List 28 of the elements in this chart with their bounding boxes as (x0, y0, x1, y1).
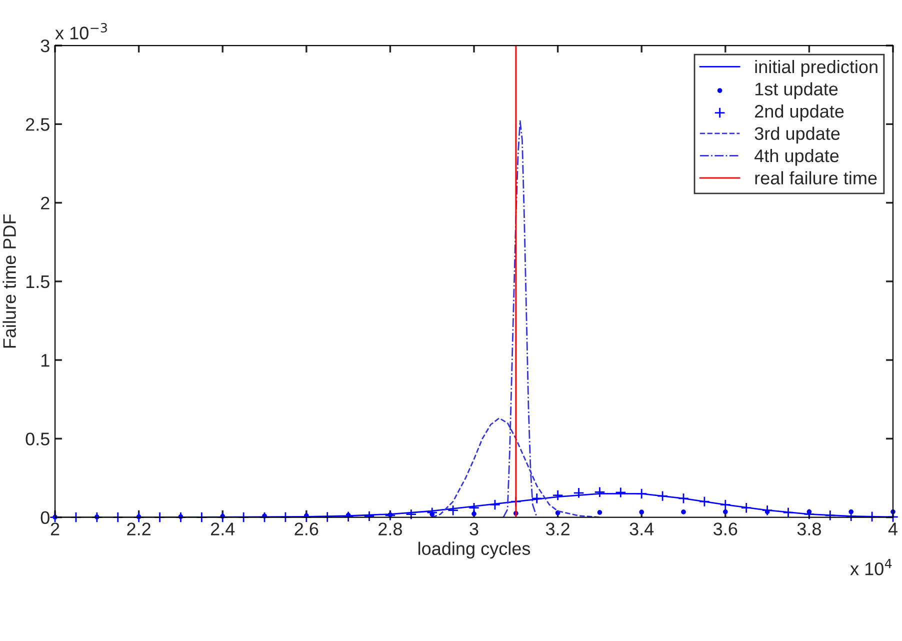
y-axis-title: Failure time PDF (2, 214, 16, 348)
y-tick-label: 2 (41, 196, 50, 210)
x-tick-label: 3.8 (797, 522, 821, 536)
x-tick-label: 4 (888, 522, 898, 536)
legend-label: 4th update (754, 148, 839, 166)
x-tick-label: 3.4 (630, 522, 654, 536)
x-tick-label: 2.8 (378, 522, 402, 536)
x-axis-title: loading cycles (418, 542, 530, 559)
y-tick-label: 3 (40, 39, 50, 52)
y-tick-label: 0.5 (26, 432, 50, 446)
legend-label: real failure time (755, 171, 877, 184)
x-tick-label: 2.2 (127, 522, 150, 536)
x-tick-label: 2 (50, 522, 60, 536)
y-tick-label: 2.5 (26, 118, 50, 131)
x-tick-label: 2.4 (210, 522, 235, 536)
legend-label: 1st update (755, 82, 838, 100)
y-tick-label: 0 (40, 511, 50, 524)
text: x 10$^{−3}$ (55, 22, 107, 40)
legend-label: initial prediction (755, 60, 878, 77)
y-tick-label: 1 (41, 354, 50, 367)
text: x 10$^{4}$ (850, 558, 892, 576)
legend-label: 3rd update (754, 126, 840, 144)
x-tick-label: 3.6 (714, 522, 738, 536)
x-tick-label: 3 (470, 522, 478, 536)
x-tick-label: 3.2 (546, 522, 570, 536)
legend-label: 2nd update (755, 104, 844, 122)
y-tick-label: 1.5 (26, 276, 50, 288)
x-tick-label: 2.6 (294, 522, 318, 536)
